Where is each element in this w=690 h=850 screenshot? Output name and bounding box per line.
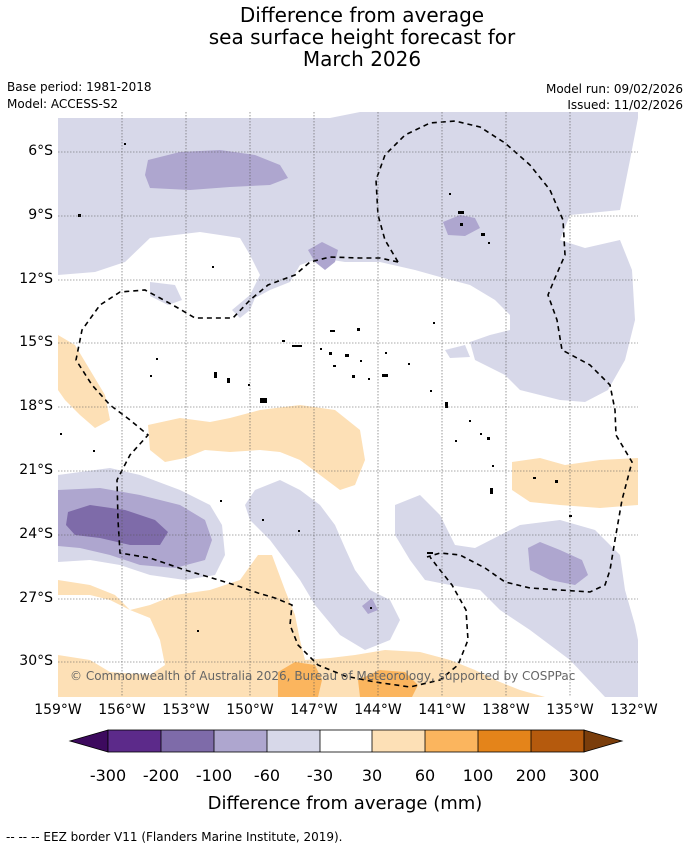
title-line-3: March 2026 (302, 47, 422, 71)
base-period: Base period: 1981-2018 (7, 80, 152, 94)
island-markers (60, 143, 572, 632)
lat-label: 21°S (19, 462, 53, 478)
model-run: Model run: 09/02/2026 (545, 82, 683, 96)
issued-date: Issued: 11/02/2026 (567, 98, 683, 112)
colorbar-swatch (108, 730, 161, 752)
positive-anomaly-light (58, 335, 638, 697)
colorbar-tick-label: 60 (414, 766, 436, 785)
copyright-notice: © Commonwealth of Australia 2026, Bureau… (70, 669, 576, 683)
lon-label: 138°W (482, 702, 530, 718)
graticule (58, 112, 638, 697)
lon-label: 153°W (162, 702, 210, 718)
colorbar-tick-label: 100 (462, 766, 494, 785)
colorbar-swatch (161, 730, 214, 752)
lon-label: 132°W (610, 702, 658, 718)
colorbar-swatch (478, 730, 531, 752)
colorbar-tick-label: 30 (361, 766, 383, 785)
colorbar-tick-label: -200 (142, 766, 180, 785)
colorbar-tick-label: -300 (89, 766, 127, 785)
title-line-2: sea surface height forecast for (208, 25, 516, 49)
lon-label: 144°W (354, 702, 402, 718)
lat-label: 30°S (19, 653, 53, 669)
lon-label: 150°W (226, 702, 274, 718)
lon-label: 159°W (34, 702, 82, 718)
chart-title: Difference from average sea surface heig… (0, 4, 690, 70)
lat-label: 24°S (19, 526, 53, 542)
lon-label: 147°W (290, 702, 338, 718)
colorbar-tick-label: 300 (568, 766, 600, 785)
title-line-1: Difference from average (239, 3, 485, 27)
lat-label: 18°S (19, 398, 53, 414)
colorbar-tick-label: -60 (253, 766, 281, 785)
model-name: Model: ACCESS-S2 (7, 97, 119, 111)
colorbar-tick-label: 200 (515, 766, 547, 785)
colorbar-extend-high (583, 729, 624, 753)
lat-label: 12°S (19, 271, 53, 287)
lat-label: 15°S (19, 334, 53, 350)
colorbar-swatch (372, 730, 425, 752)
lat-label: 27°S (19, 590, 53, 606)
colorbar-swatch (425, 730, 478, 752)
eez-borders (75, 120, 633, 688)
colorbar-extend-low (68, 729, 109, 753)
colorbar-tick-label: -100 (195, 766, 233, 785)
colorbar-swatch (267, 730, 320, 752)
colorbar-swatch (320, 730, 372, 752)
lat-label: 6°S (28, 143, 53, 159)
lon-label: 135°W (546, 702, 594, 718)
colorbar (68, 729, 624, 753)
lat-label: 9°S (28, 207, 53, 223)
lon-label: 156°W (98, 702, 146, 718)
colorbar-swatch (214, 730, 267, 752)
colorbar-swatch (531, 730, 584, 752)
eez-legend-note: -- -- -- EEZ border V11 (Flanders Marine… (6, 830, 343, 844)
lon-label: 141°W (418, 702, 466, 718)
colorbar-title: Difference from average (mm) (207, 793, 483, 814)
colorbar-tick-label: -30 (306, 766, 334, 785)
